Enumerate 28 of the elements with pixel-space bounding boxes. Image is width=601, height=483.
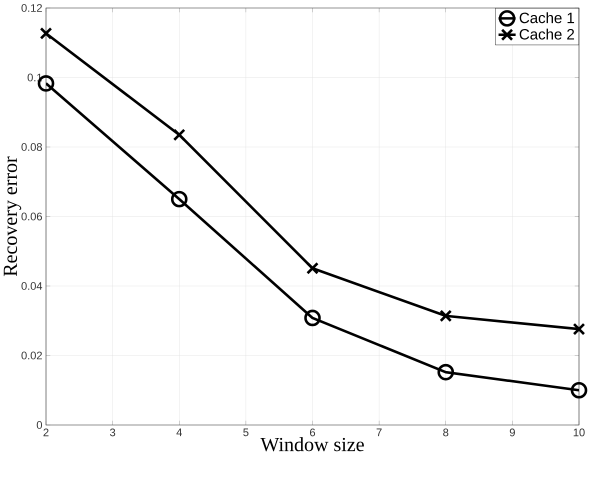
x-tick-label: 5 [243,428,248,436]
point [170,190,188,208]
point [173,128,186,142]
y-tick-label: 0.06 [21,212,42,220]
y-tick-label: 0.02 [21,352,42,360]
x-axis-title: Window size [260,437,364,452]
point [40,27,52,40]
point [437,364,454,380]
point [570,382,588,399]
y-tick-label: 0.08 [21,143,42,151]
y-axis-title: Recovery error [4,156,22,276]
point [304,310,321,326]
legend-label: Cache 1 [520,12,574,24]
x-tick-label: 10 [574,428,585,436]
point [572,322,586,336]
x-tick-label: 3 [110,428,116,436]
y-tick-label: 0 [36,421,42,429]
x-tick-label: 7 [376,428,382,436]
x-tick-label: 9 [510,428,515,436]
y-tick-label: 0.12 [21,4,42,12]
x-tick-label: 4 [176,428,182,436]
point [440,310,452,322]
legend-label: Cache 2 [520,28,574,40]
x-tick-label: 6 [310,428,316,436]
point [306,262,319,275]
x-tick-label: 8 [443,428,448,436]
x-tick-label: 2 [43,428,49,436]
y-tick-label: 0.04 [21,282,42,290]
